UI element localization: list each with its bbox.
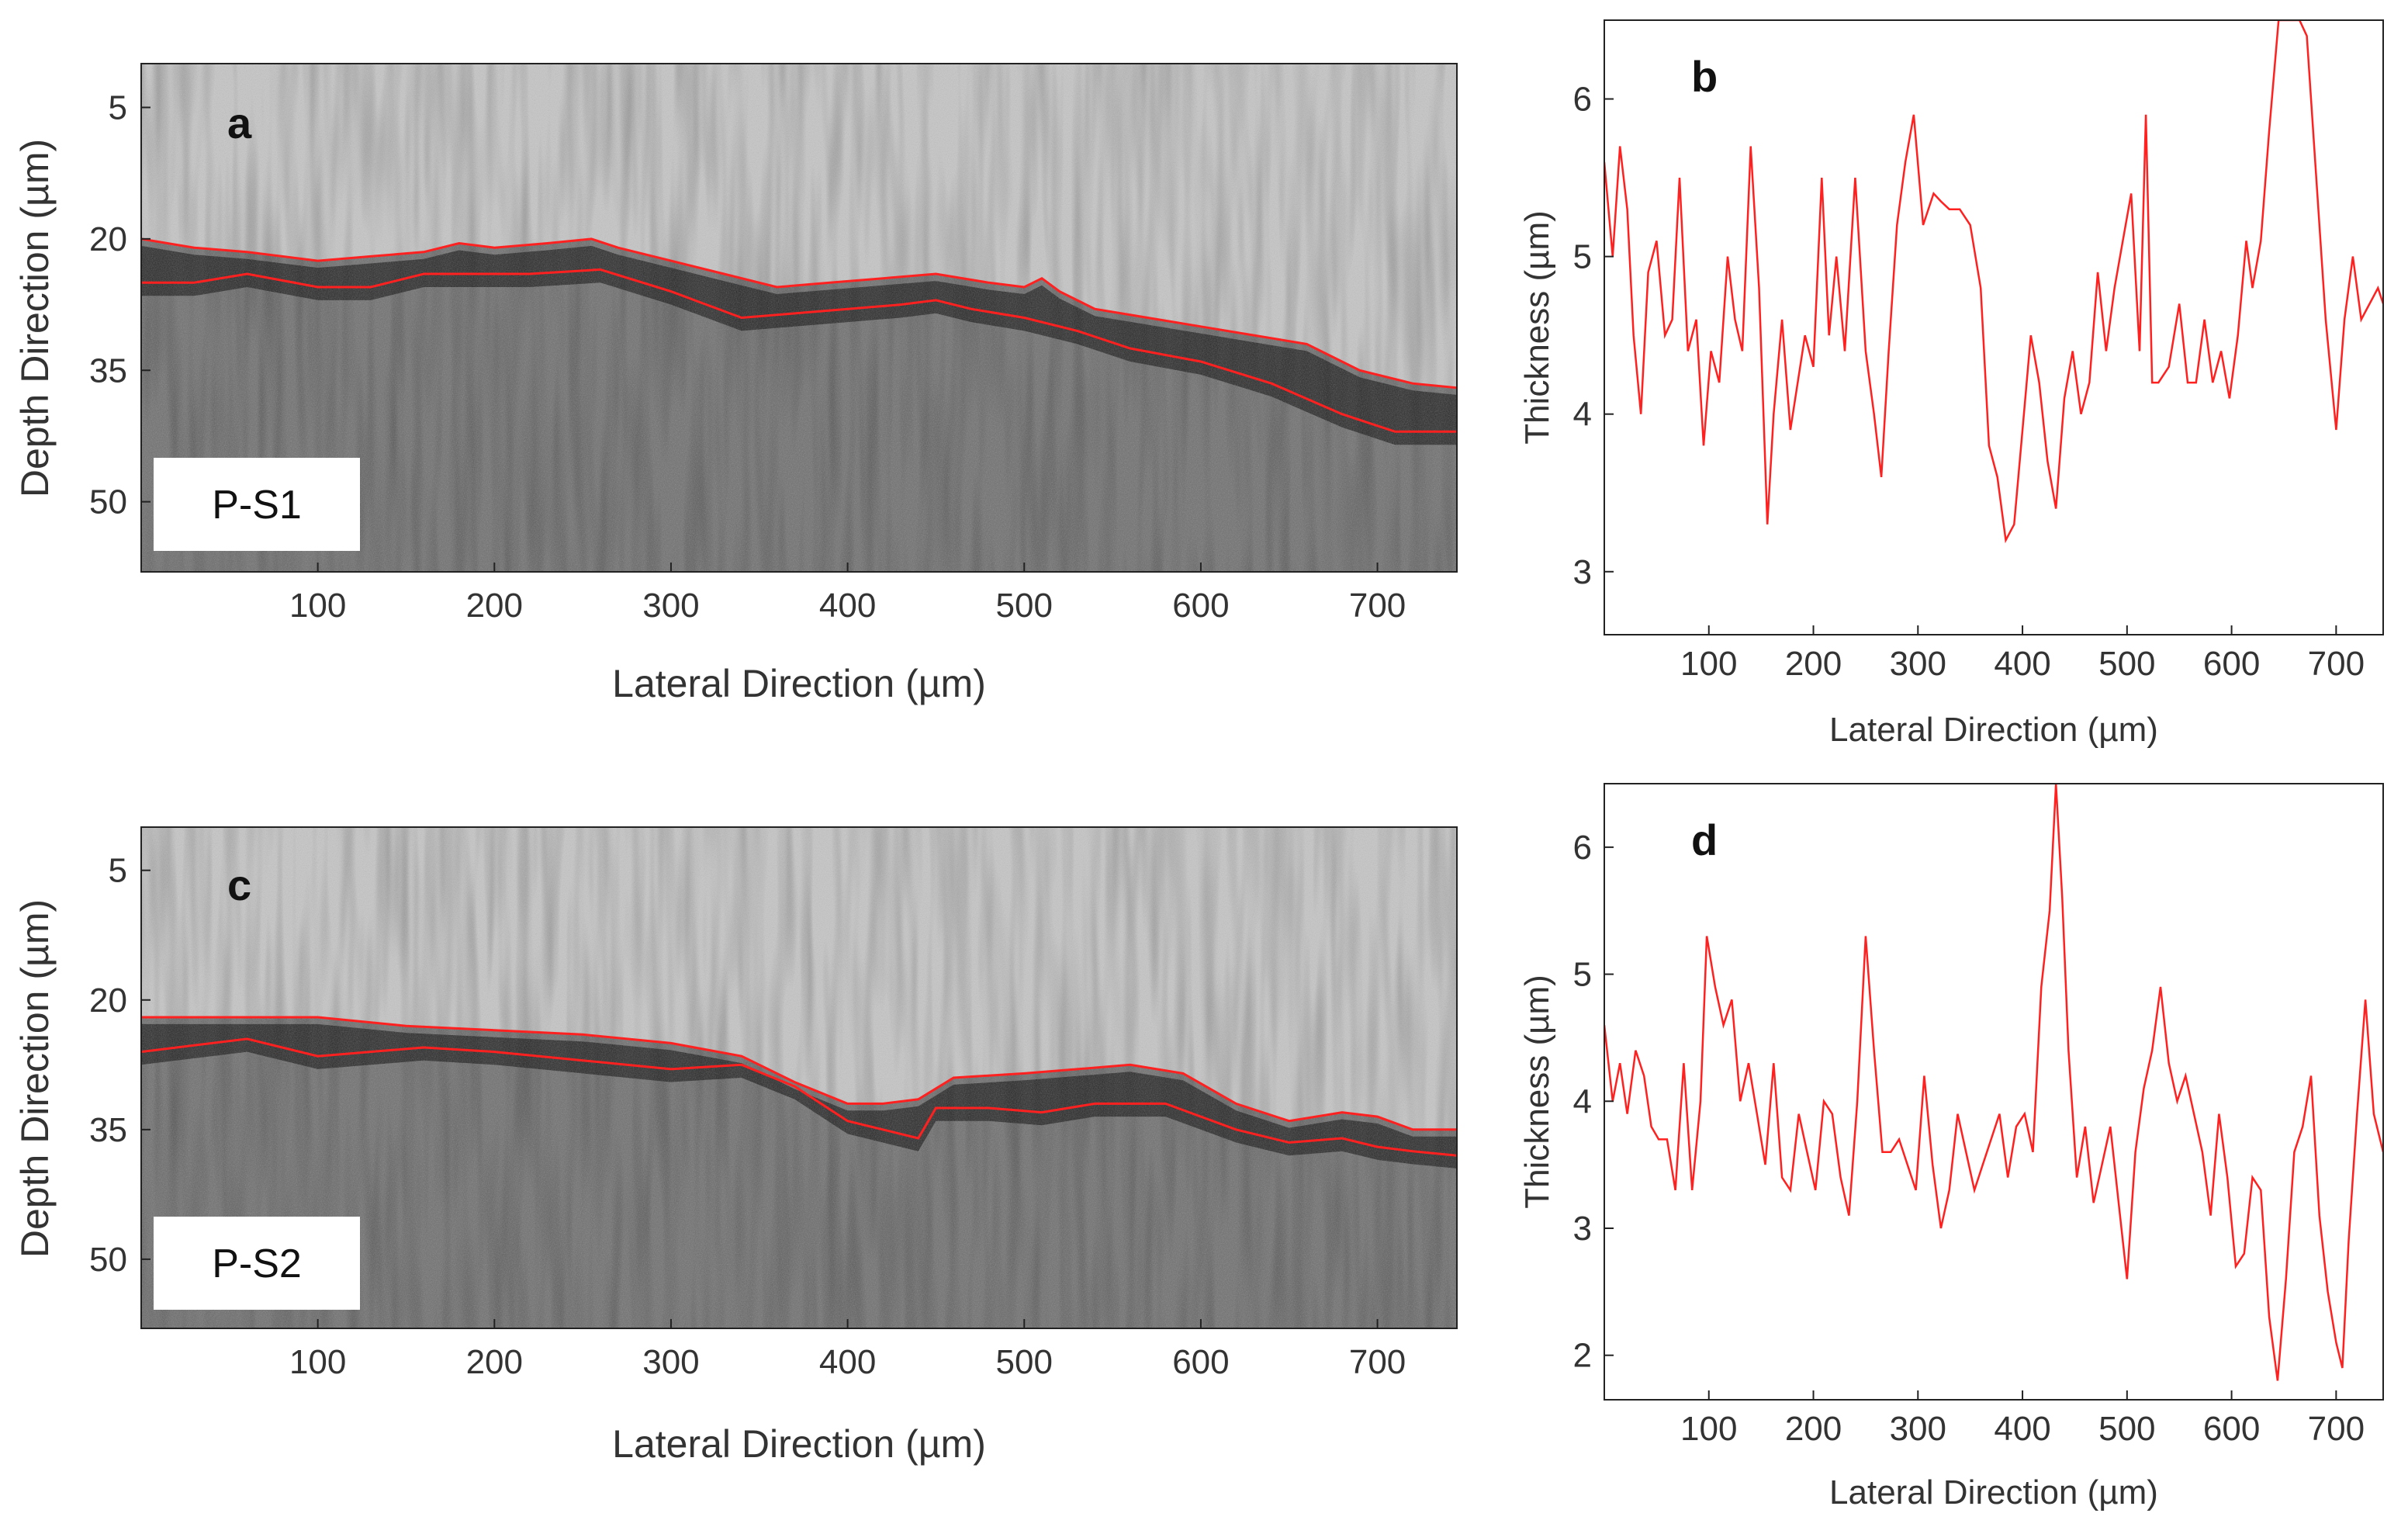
panel-c-oct-image: P-S2 c 100 200 300 400 500 600 700 5 20 35 50 Lat… — [13, 826, 1458, 1466]
panel-d-thickness-plot: d 100 200 300 400 500 600 700 2 3 4 5 6 Lateral Di… — [1518, 783, 2384, 1511]
panel-c-x-tick-label: 500 — [996, 1343, 1053, 1381]
panel-a-x-axis-title: Lateral Direction (µm) — [612, 662, 986, 705]
panel-d-x-tick-label: 600 — [2203, 1410, 2260, 1448]
panel-a-lower-boundary — [141, 268, 1457, 433]
panel-b-y-tick-label: 6 — [1573, 81, 1592, 119]
panel-c-x-tick-label: 600 — [1172, 1343, 1229, 1381]
panel-a-speckle — [141, 64, 1457, 572]
panel-d-y-tick-label: 5 — [1573, 956, 1592, 994]
panel-c-x-axis-title: Lateral Direction (µm) — [612, 1422, 986, 1466]
panel-d-x-tick-label: 200 — [1785, 1410, 1842, 1448]
panel-c-x-tick-label: 700 — [1349, 1343, 1406, 1381]
panel-b-x-tick-label: 400 — [1994, 645, 2050, 683]
panel-a-x-tick-label: 300 — [642, 587, 699, 625]
panel-b-x-ticks: 100 200 300 400 500 600 700 — [1680, 625, 2365, 683]
panel-d-y-tick-label: 4 — [1573, 1082, 1592, 1120]
panel-a-x-tick-label: 700 — [1349, 587, 1406, 625]
panel-c-frame — [140, 826, 1458, 1329]
panel-b-thickness-plot: b 100 200 300 400 500 600 700 3 4 5 6 Lateral Dir… — [1518, 19, 2384, 749]
panel-b-x-tick-label: 200 — [1785, 645, 1842, 683]
panel-d-y-tick-label: 2 — [1573, 1337, 1592, 1375]
panel-d-x-tick-label: 300 — [1890, 1410, 1946, 1448]
panel-c-y-ticks: 5 20 35 50 — [89, 852, 150, 1279]
panel-a-y-tick-label: 20 — [89, 220, 127, 258]
panel-d-x-tick-label: 700 — [2308, 1410, 2365, 1448]
panel-c-sample-label: P-S2 — [212, 1241, 302, 1286]
panel-c-label-box — [154, 1217, 360, 1310]
panel-b-y-ticks: 3 4 5 6 — [1573, 81, 1614, 591]
panel-b-x-tick-label: 100 — [1680, 645, 1737, 683]
panel-d-y-tick-label: 6 — [1573, 829, 1592, 867]
panel-a-y-tick-label: 5 — [109, 88, 127, 126]
panel-b-plot-area — [1604, 20, 2383, 635]
panel-b-frame — [1604, 19, 2384, 635]
panel-d-y-ticks: 2 3 4 5 6 — [1573, 829, 1614, 1375]
panel-b-y-tick-label: 3 — [1573, 553, 1592, 591]
panel-a-x-tick-label: 600 — [1172, 587, 1229, 625]
panel-d-frame — [1604, 783, 2384, 1401]
panel-a-x-tick-label: 500 — [996, 587, 1053, 625]
panel-a-upper-boundary — [141, 237, 1457, 390]
panel-a-x-tick-label: 200 — [466, 587, 523, 625]
panel-c-x-tick-label: 300 — [642, 1343, 699, 1381]
panel-a-y-axis-title: Depth Direction (µm) — [13, 139, 57, 497]
panel-b-x-tick-label: 500 — [2098, 645, 2155, 683]
panel-c-upper-boundary — [141, 1016, 1457, 1131]
panel-c-lower-boundary — [141, 1037, 1457, 1157]
panel-b-x-tick-label: 700 — [2308, 645, 2365, 683]
panel-a-oct-image: P-S1 a 100 200 300 400 500 600 700 5 20 35 50 Lat… — [13, 63, 1458, 705]
panel-d-x-ticks: 100 200 300 400 500 600 700 — [1680, 1390, 2365, 1448]
panel-a-y-ticks: 5 20 35 50 — [89, 88, 150, 521]
panel-a-y-tick-label: 50 — [89, 483, 127, 521]
panel-a-label-box — [154, 458, 360, 551]
panel-c-x-tick-label: 400 — [819, 1343, 876, 1381]
panel-a-letter: a — [227, 99, 252, 147]
panel-c-y-tick-label: 5 — [109, 852, 127, 890]
panel-c-speckle — [141, 827, 1457, 1328]
panel-c-y-tick-label: 50 — [89, 1241, 127, 1279]
panel-c-letter: c — [227, 860, 251, 909]
panel-b-x-tick-label: 600 — [2203, 645, 2260, 683]
panel-b-y-tick-label: 5 — [1573, 238, 1592, 276]
panel-b-y-axis-title: Thickness (µm) — [1518, 210, 1556, 445]
panel-d-x-axis-title: Lateral Direction (µm) — [1829, 1473, 2158, 1511]
panel-d-thickness-line — [1604, 784, 2383, 1381]
panel-a-y-tick-label: 35 — [89, 351, 127, 390]
panel-c-y-tick-label: 20 — [89, 982, 127, 1020]
panel-a-sample-label: P-S1 — [212, 483, 302, 528]
panel-d-x-tick-label: 500 — [2098, 1410, 2155, 1448]
panel-c-x-tick-label: 100 — [289, 1343, 346, 1381]
panel-b-x-tick-label: 300 — [1890, 645, 1946, 683]
panel-a-frame — [140, 63, 1458, 573]
panel-d-x-tick-label: 400 — [1994, 1410, 2050, 1448]
panel-d-x-tick-label: 100 — [1680, 1410, 1737, 1448]
panel-c-x-tick-label: 200 — [466, 1343, 523, 1381]
panel-a-x-tick-label: 400 — [819, 587, 876, 625]
panel-d-y-axis-title: Thickness (µm) — [1518, 975, 1556, 1209]
panel-c-y-axis-title: Depth Direction (µm) — [13, 899, 57, 1258]
panel-b-thickness-line — [1604, 20, 2383, 544]
panel-d-y-tick-label: 3 — [1573, 1210, 1592, 1248]
panel-c-y-tick-label: 35 — [89, 1111, 127, 1149]
panel-d-letter: d — [1691, 815, 1718, 864]
panel-d-plot-area — [1604, 784, 2383, 1400]
panel-a-x-tick-label: 100 — [289, 587, 346, 625]
panel-c-x-ticks: 100 200 300 400 500 600 700 — [289, 1319, 1406, 1381]
panel-a-x-ticks: 100 200 300 400 500 600 700 — [289, 563, 1406, 625]
panel-b-letter: b — [1691, 52, 1718, 101]
panel-b-y-tick-label: 4 — [1573, 396, 1592, 434]
panel-b-x-axis-title: Lateral Direction (µm) — [1829, 711, 2158, 749]
